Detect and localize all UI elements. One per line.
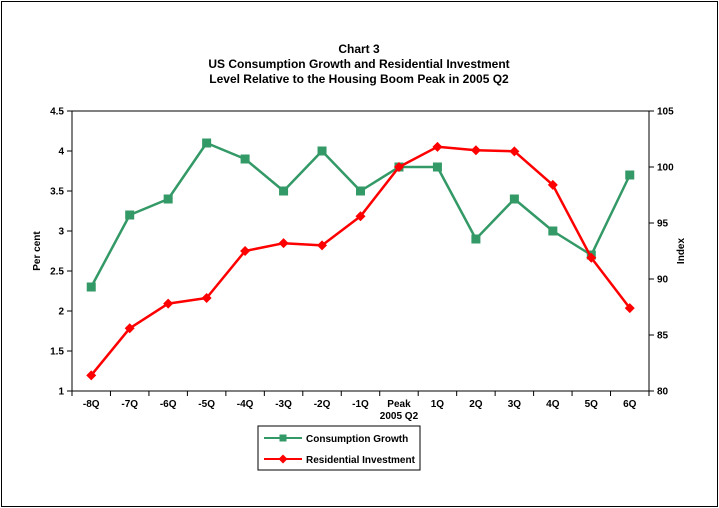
left-y-axis: 1 1.5 2 2.5 3 3.5 4 4.5: [50, 107, 72, 398]
series-layer: [86, 138, 635, 381]
data-point-square: [356, 186, 365, 196]
data-point-diamond: [624, 303, 635, 314]
series-line: [90, 145, 631, 377]
data-point-square: [432, 162, 442, 172]
right-y-tick-label: 105: [657, 107, 674, 118]
x-tick-label: 4Q: [546, 399, 560, 410]
x-tick-sublabel: 2005 Q2: [380, 411, 419, 422]
right-y-tick-label: 90: [657, 275, 669, 286]
x-tick-label: 2Q: [469, 399, 483, 410]
right-y-axis: 80 85 90 95 100 105: [649, 107, 674, 398]
data-point-square: [317, 146, 327, 156]
data-point-diamond: [547, 179, 558, 190]
left-y-tick-label: 1: [58, 387, 64, 398]
x-tick-label: -1Q: [352, 399, 369, 410]
data-point-diamond: [86, 370, 97, 381]
data-point-square: [240, 154, 250, 164]
data-point-diamond: [432, 141, 443, 152]
x-tick-label: -7Q: [121, 399, 138, 410]
data-point-diamond: [317, 240, 328, 251]
data-point-square: [548, 226, 558, 236]
data-point-diamond: [124, 323, 135, 334]
legend-investment-marker: [278, 454, 288, 464]
data-point-diamond: [393, 162, 404, 172]
left-y-tick-label: 3.5: [50, 187, 64, 198]
right-y-tick-label: 100: [657, 163, 674, 174]
x-tick-label: -2Q: [314, 399, 331, 410]
left-y-tick-label: 4: [58, 147, 64, 158]
data-point-square: [471, 234, 481, 244]
left-y-tick-label: 2: [58, 307, 64, 318]
data-point-square: [509, 194, 519, 204]
x-tick-label: -5Q: [198, 399, 215, 410]
chart-title: Chart 3 US Consumption Growth and Reside…: [208, 42, 509, 86]
data-point-diamond: [470, 145, 481, 156]
data-point-diamond: [278, 238, 289, 249]
x-tick-label: -4Q: [237, 399, 254, 410]
chart-title-line-2: US Consumption Growth and Residential In…: [208, 57, 509, 71]
x-tick-label: Peak: [387, 399, 411, 410]
x-tick-label: 1Q: [431, 399, 445, 410]
series-consumption-growth: [86, 138, 635, 292]
right-y-tick-label: 85: [657, 331, 669, 342]
data-point-diamond: [240, 246, 251, 256]
legend-consumption-marker: [279, 434, 287, 442]
data-point-square: [202, 138, 212, 148]
left-y-axis-title: Per cent: [32, 231, 43, 271]
x-tick-label: 3Q: [508, 399, 522, 410]
series-residential-investment: [86, 141, 635, 381]
x-tick-label: -3Q: [275, 399, 292, 410]
data-point-diamond: [355, 211, 366, 222]
x-tick-label: -8Q: [83, 399, 100, 410]
data-point-square: [625, 170, 635, 180]
left-y-tick-label: 3: [58, 227, 64, 238]
data-point-diamond: [163, 298, 174, 309]
left-y-tick-label: 4.5: [50, 107, 64, 118]
legend-investment-label: Residential Investment: [306, 455, 416, 466]
right-y-tick-label: 95: [657, 219, 669, 230]
legend-box: [257, 425, 421, 471]
data-point-diamond: [201, 293, 212, 304]
data-point-square: [279, 186, 289, 196]
right-y-tick-label: 80: [657, 387, 669, 398]
x-axis: -8Q -7Q -6Q -5Q -4Q -3Q -2Q -1Q Peak 1Q 2Q 3Q 4Q 5Q 6Q…: [71, 391, 650, 422]
x-tick-label: 5Q: [585, 399, 599, 410]
legend-consumption-label: Consumption Growth: [306, 434, 408, 445]
data-point-square: [86, 282, 96, 292]
data-point-diamond: [586, 252, 597, 263]
legend: Consumption Growth Residential Investmen…: [257, 425, 421, 471]
data-point-square: [125, 210, 135, 220]
right-y-axis-title: Index: [676, 238, 687, 265]
data-point-diamond: [509, 146, 520, 157]
plot-area: [71, 110, 650, 392]
left-y-tick-label: 2.5: [50, 267, 64, 278]
chart-title-line-3: Level Relative to the Housing Boom Peak …: [209, 72, 509, 86]
left-y-tick-label: 1.5: [50, 347, 64, 358]
x-tick-label: -6Q: [160, 399, 177, 410]
x-tick-label: 6Q: [623, 399, 637, 410]
chart-title-line-1: Chart 3: [338, 42, 380, 56]
data-point-square: [163, 194, 173, 204]
